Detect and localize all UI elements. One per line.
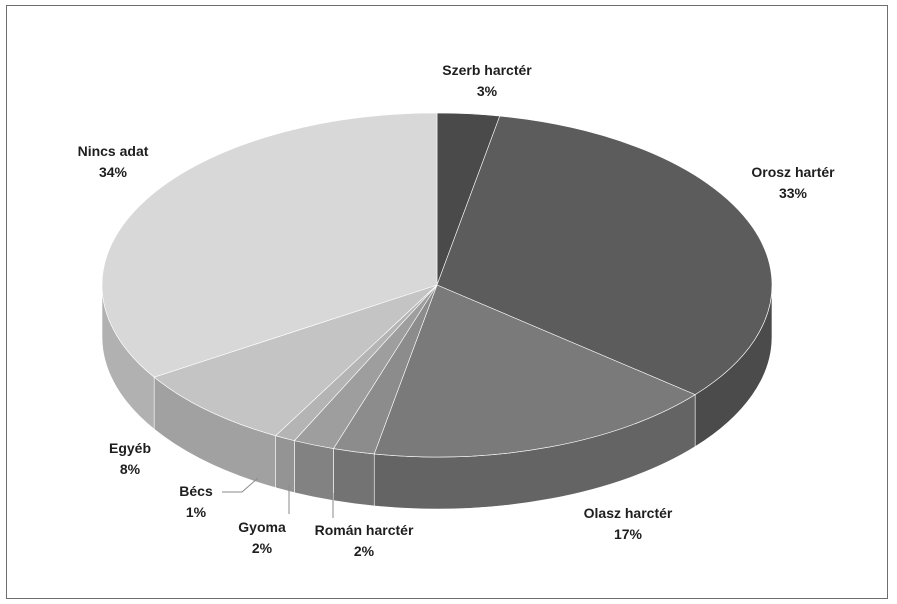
slice-label-5: Bécs [179,483,213,499]
slice-label-1: Orosz hartér [751,164,835,180]
pie-slice-6 [153,284,438,437]
pie-sides [101,284,773,510]
leader-lines [222,477,334,518]
pie-slice-2 [373,284,696,458]
slice-value-label-6: 8% [120,461,141,477]
leader-line-5 [222,477,259,493]
slice-label-4: Gyoma [238,519,286,535]
pie-slice-1 [436,115,773,395]
pie-slice-7 [101,112,438,378]
slice-labels: Szerb harctér 3% Orosz hartér 33% Olasz harc… [78,62,836,559]
slice-value-label-7: 34% [99,164,128,180]
pie-side-5 [275,435,295,494]
slice-label-7: Nincs adat [78,143,149,159]
slice-label-6: Egyéb [109,440,151,456]
slice-label-2: Olasz harctér [584,505,673,521]
slice-label-3: Román harctér [315,522,414,538]
slice-value-label-1: 33% [779,185,808,201]
slice-value-label-0: 3% [477,83,498,99]
pie-side-4 [294,440,334,501]
pie-side-3 [333,448,375,507]
slice-value-label-2: 17% [614,526,643,542]
slice-value-label-3: 2% [354,543,375,559]
slice-label-0: Szerb harctér [442,62,532,78]
slice-value-label-5: 1% [186,504,207,520]
slice-value-label-4: 2% [252,540,273,556]
pie-top-slices [101,112,773,458]
